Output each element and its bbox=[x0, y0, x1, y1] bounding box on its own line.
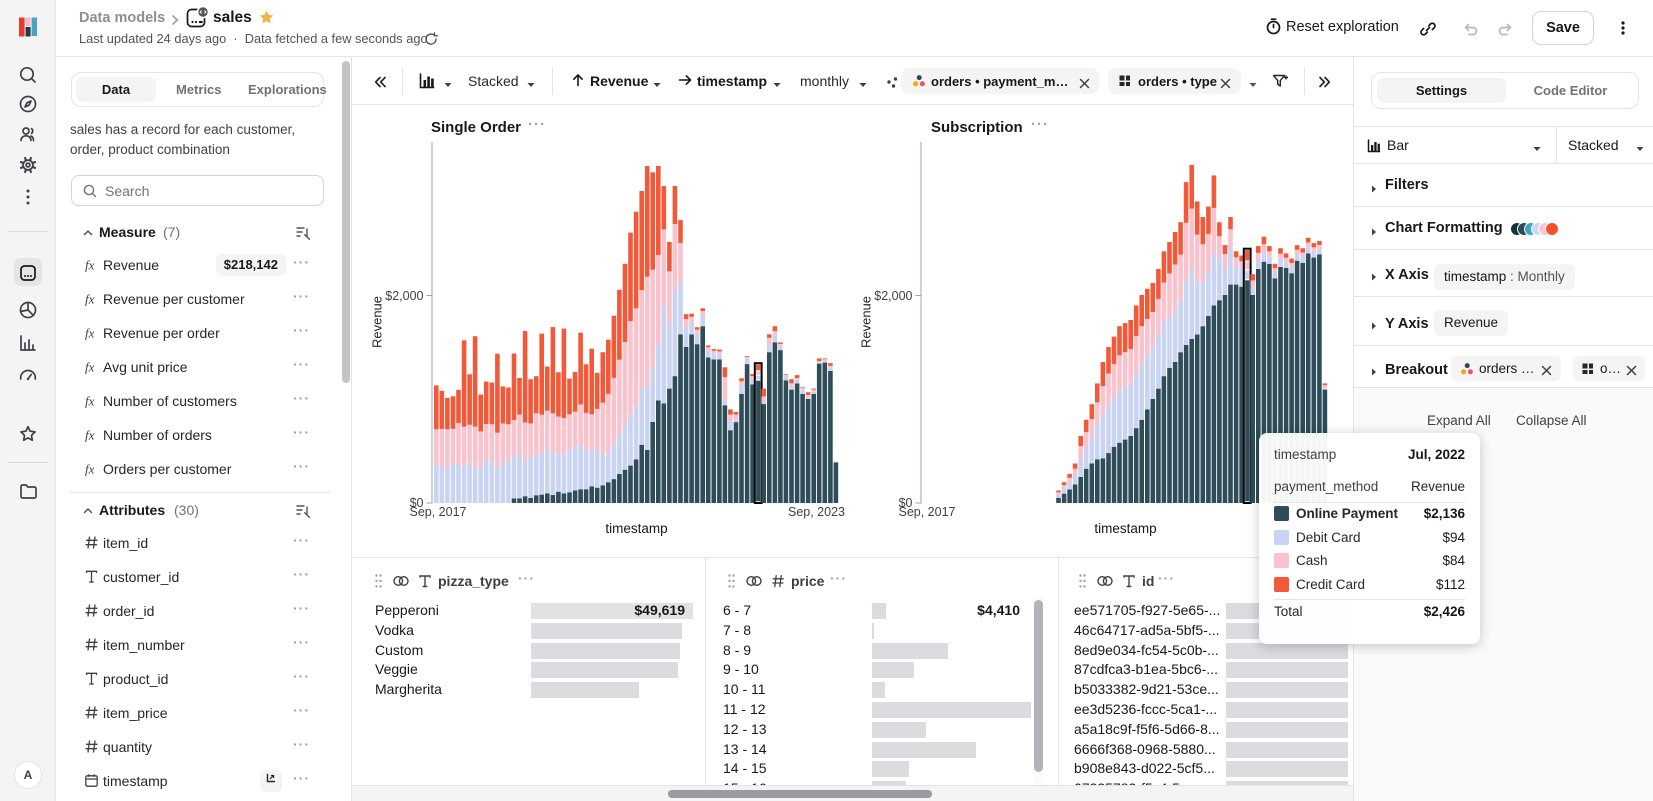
svg-text:fx: fx bbox=[85, 394, 95, 409]
svg-text:$2,000: $2,000 bbox=[874, 289, 912, 303]
svg-text:timestamp: timestamp bbox=[1094, 521, 1156, 536]
svg-text:Revenue: Revenue bbox=[370, 296, 385, 348]
svg-text:Sep, 2023: Sep, 2023 bbox=[788, 505, 845, 519]
svg-text:fx: fx bbox=[85, 462, 95, 477]
svg-text:timestamp: timestamp bbox=[605, 521, 667, 536]
svg-text:Revenue: Revenue bbox=[859, 296, 874, 348]
svg-text:fx: fx bbox=[85, 258, 95, 273]
svg-text:fx: fx bbox=[85, 360, 95, 375]
svg-text:fx: fx bbox=[85, 292, 95, 307]
svg-text:fx: fx bbox=[85, 428, 95, 443]
svg-text:$2,000: $2,000 bbox=[385, 289, 423, 303]
svg-text:$0: $0 bbox=[410, 496, 424, 510]
svg-text:Sep, 2017: Sep, 2017 bbox=[899, 505, 956, 519]
svg-text:Sep, 2017: Sep, 2017 bbox=[410, 505, 467, 519]
svg-text:$0: $0 bbox=[899, 496, 913, 510]
svg-text:fx: fx bbox=[85, 326, 95, 341]
